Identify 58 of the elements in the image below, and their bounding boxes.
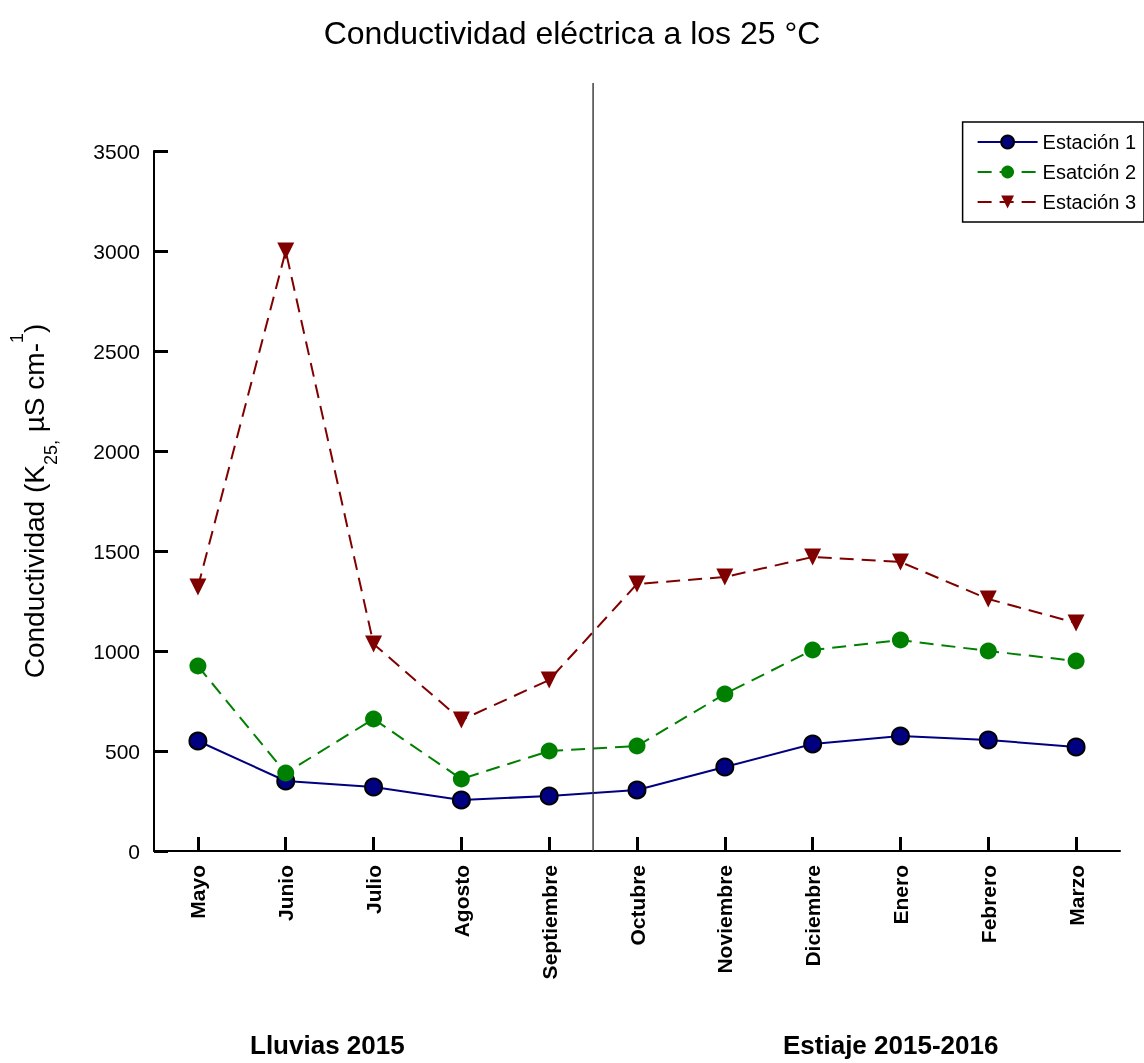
y-tick-label: 1500 <box>93 539 140 563</box>
point <box>364 777 384 797</box>
legend-label: Esatción 2 <box>1042 161 1136 183</box>
point <box>452 770 470 788</box>
point <box>540 742 558 760</box>
x-tick-label: Diciembre <box>801 865 825 967</box>
point <box>277 764 295 782</box>
point <box>1067 614 1085 632</box>
point <box>978 730 998 750</box>
legend-label: Estación 1 <box>1042 131 1136 153</box>
point <box>890 726 910 746</box>
x-tick-label: Agosto <box>449 865 473 938</box>
point <box>891 553 909 571</box>
text: Estiaje 2015-2016 <box>783 1030 999 1060</box>
x-tick-label: Febrero <box>976 865 1000 944</box>
point <box>715 757 735 777</box>
point <box>189 578 207 596</box>
chart-title: Conductividad eléctrica a los 25 °C <box>323 15 821 51</box>
y-tick-label: 3000 <box>93 239 140 263</box>
y-tick-label: 0 <box>128 839 140 863</box>
point <box>365 635 383 653</box>
y-tick-label: 500 <box>104 739 140 763</box>
point <box>716 568 734 586</box>
point <box>979 642 997 660</box>
point <box>451 790 471 810</box>
x-tick-label: Noviembre <box>713 865 737 974</box>
x-tick-label: Julio <box>362 865 386 915</box>
point <box>540 671 558 689</box>
point <box>1066 737 1086 757</box>
point <box>979 590 997 608</box>
y-tick-label: 1000 <box>93 639 140 663</box>
point <box>627 780 647 800</box>
point <box>803 734 823 754</box>
point <box>804 641 822 659</box>
x-tick-label: Mayo <box>186 865 210 919</box>
point <box>188 731 208 751</box>
x-tick-label: Enero <box>888 865 912 925</box>
point <box>804 548 822 566</box>
x-tick-label: Septiembre <box>537 865 561 980</box>
point <box>277 242 295 260</box>
point <box>365 710 383 728</box>
legend-label: Estación 3 <box>1042 191 1136 213</box>
y-tick-label: 2500 <box>93 339 140 363</box>
point <box>628 737 646 755</box>
point <box>1067 652 1085 670</box>
point <box>716 685 734 703</box>
point <box>189 657 207 675</box>
text: Lluvias 2015 <box>250 1030 405 1060</box>
y-axis-title: Conductividad (K25, µS cm-1) <box>7 323 61 679</box>
point <box>452 711 470 729</box>
point <box>628 575 646 593</box>
point <box>891 631 909 649</box>
y-tick-label: 2000 <box>93 439 140 463</box>
point <box>539 786 559 806</box>
y-tick-label: 3500 <box>93 139 140 163</box>
x-tick-label: Marzo <box>1064 865 1088 926</box>
x-tick-label: Octubre <box>625 865 649 946</box>
x-tick-label: Junio <box>274 865 298 921</box>
